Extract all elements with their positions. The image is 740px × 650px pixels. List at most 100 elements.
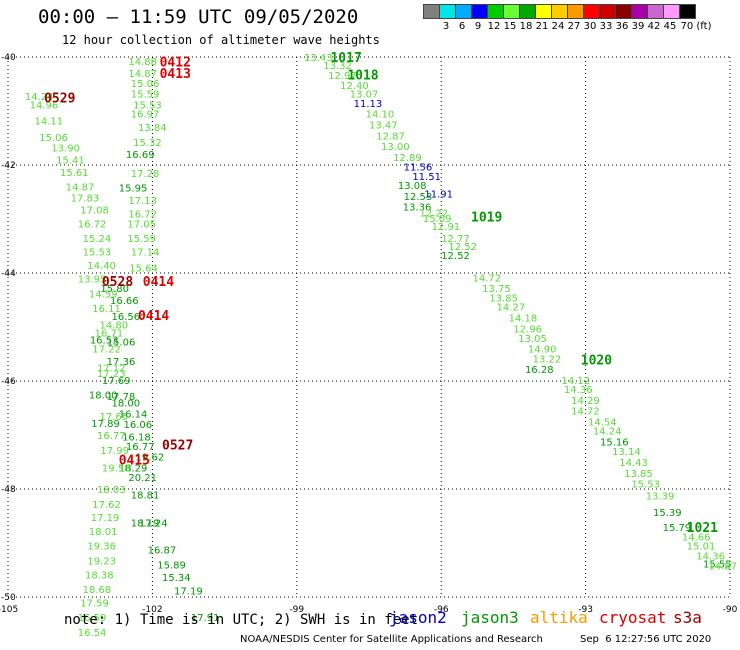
data-point-other: 14.72 (472, 273, 501, 284)
data-point-other: 18.01 (89, 527, 118, 538)
data-point-other: 12.96 (513, 325, 542, 336)
data-point-jason3: 16.06 (124, 420, 153, 431)
chart-subtitle: 12 hour collection of altimeter wave hei… (62, 33, 380, 47)
legend-s3a: s3a (673, 608, 702, 627)
data-point-other: 17.62 (92, 500, 121, 511)
data-point-other: 15.53 (631, 480, 660, 491)
colorbar-label: 45 (663, 21, 677, 32)
data-point-other: 15.53 (83, 247, 112, 258)
data-point-jason3: 18.29 (119, 463, 148, 474)
data-point-jason3: 15.34 (162, 573, 191, 584)
data-point-jason3: 13.08 (398, 181, 427, 192)
colorbar-label: 27 (567, 21, 581, 32)
data-point-other: 12.22 (420, 209, 449, 220)
data-point-jason3: 15.39 (653, 508, 682, 519)
data-point-other: 19.36 (87, 542, 116, 553)
data-point-other: 14.88 (128, 57, 157, 68)
pass-label: 0527 (162, 439, 193, 454)
data-point-jason3: 19.62 (136, 453, 165, 464)
data-point-other: 13.95 (78, 274, 107, 285)
legend-jason3: jason3 (461, 608, 519, 627)
data-point-other: 14.66 (682, 533, 711, 544)
data-point-other: 14.29 (571, 396, 600, 407)
data-point-other: 15.32 (133, 138, 162, 149)
data-point-other: 17.23 (97, 369, 126, 380)
data-point-other: 15.59 (127, 234, 156, 245)
data-point-other: 16.77 (97, 431, 126, 442)
pass-label: 0414 (143, 275, 174, 290)
data-point-jason3: 17.78 (107, 392, 136, 403)
data-point-other: 17.12 (97, 364, 126, 375)
colorbar-label: 33 (599, 21, 613, 32)
data-point-other: 14.36 (696, 551, 725, 562)
data-point-other: 14.80 (99, 320, 128, 331)
data-point-jason3: 18.00 (89, 391, 118, 402)
data-point-other: 12.40 (340, 81, 369, 92)
data-point-other: 15.09 (423, 214, 452, 225)
data-point-jason3: 15.89 (157, 561, 186, 572)
data-point-jason3: 16.56 (111, 312, 140, 323)
footer-note: note: 1) Time is in UTC; 2) SWH is in fe… (64, 612, 419, 628)
pass-label: 0412 (160, 55, 191, 70)
data-point-other: 18.03 (97, 485, 126, 496)
data-point-jason3: 18.00 (111, 399, 140, 410)
colorbar-label: 18 (519, 21, 533, 32)
data-point-other: 17.99 (100, 446, 129, 457)
data-point-other: 17.14 (131, 247, 160, 258)
data-point-other: 17.28 (131, 169, 160, 180)
data-point-jason3: 16.28 (525, 365, 554, 376)
colorbar-label: 30 (583, 21, 597, 32)
data-point-other: 13.43 (304, 53, 333, 64)
data-point-jason3: 15.80 (100, 284, 129, 295)
x-tick-label: -105 (0, 605, 18, 615)
data-point-other: 17.08 (80, 205, 109, 216)
data-point-jason3: 16.53 (90, 335, 119, 346)
data-point-jason3: 17.69 (102, 376, 131, 387)
data-point-other: 14.43 (619, 458, 648, 469)
data-point-jason3: 18.19 (131, 518, 160, 529)
data-point-jason2: 11.13 (354, 99, 383, 110)
data-point-other: 13.47 (369, 121, 398, 132)
data-point-other: 13.22 (533, 354, 562, 365)
data-point-other: 14.27 (497, 302, 526, 313)
colorbar-label: 36 (615, 21, 629, 32)
pass-label: 1021 (687, 521, 718, 536)
colorbar-label: 70 (ft) (680, 21, 712, 32)
data-point-other: 17.19 (91, 513, 120, 524)
data-point-other: 15.53 (133, 101, 162, 112)
data-point-other: 14.24 (25, 92, 54, 103)
data-point-jason3: 17.91 (191, 613, 220, 624)
data-point-jason3: 15.95 (119, 184, 148, 195)
legend-cryosat: cryosat (599, 608, 667, 627)
y-tick-label: -44 (1, 269, 16, 279)
data-point-other: 16.97 (131, 110, 160, 121)
data-point-jason3: 16.69 (126, 150, 155, 161)
colorbar-label: 3 (442, 21, 450, 32)
data-point-other: 12.77 (441, 234, 470, 245)
data-point-other: 14.24 (593, 427, 622, 438)
chart-title: 00:00 – 11:59 UTC 09/05/2020 (38, 6, 359, 28)
data-point-other: 14.59 (89, 290, 118, 301)
pass-label: 0413 (160, 67, 191, 82)
pass-label: 0529 (44, 92, 75, 107)
data-point-jason3: 17.89 (91, 419, 120, 430)
data-point-other: 18.38 (85, 570, 114, 581)
data-point-other: 17.83 (71, 193, 100, 204)
data-point-other: 16.72 (78, 219, 107, 230)
data-point-other: 13.32 (323, 61, 352, 72)
colorbar-label: 21 (535, 21, 549, 32)
data-point-other: 15.01 (687, 542, 716, 553)
data-point-other: 12.89 (393, 153, 422, 164)
pass-label: 1017 (330, 51, 361, 66)
data-point-other: 16.11 (92, 304, 121, 315)
data-point-other: 14.40 (87, 261, 116, 272)
colorbar-label: 6 (458, 21, 466, 32)
data-point-other: 13.84 (138, 123, 167, 134)
x-tick-label: -90 (723, 605, 738, 615)
data-point-other: 14.11 (34, 117, 63, 128)
data-point-other: 17.59 (80, 598, 109, 609)
data-point-other: 12.97 (328, 71, 357, 82)
x-tick-label: -93 (578, 605, 593, 615)
data-point-other: 14.87 (66, 183, 95, 194)
colorbar-label: 9 (474, 21, 482, 32)
